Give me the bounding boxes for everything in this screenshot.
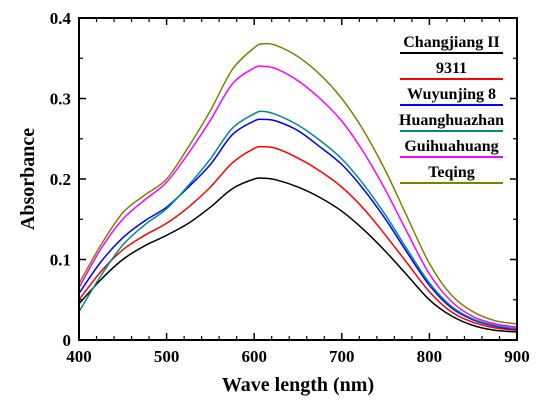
legend: Changjiang II 9311 Wuyunjing 8 Huanghuazhan… (399, 34, 504, 184)
series-line-wuyunjing-8 (78, 118, 518, 331)
legend-label: Guihuahuang (404, 138, 498, 155)
y-tick-label: 0.1 (50, 251, 71, 270)
legend-label: Huanghuazhan (399, 112, 504, 129)
x-tick-label: 600 (241, 347, 267, 366)
series-lines (78, 42, 518, 333)
x-tick-label: 500 (154, 347, 180, 366)
series-line-guihuahuang (78, 65, 518, 328)
x-tick-label: 800 (417, 347, 443, 366)
y-tick-label: 0.2 (50, 170, 71, 189)
y-tick-label: 0.3 (50, 90, 71, 109)
x-tick-label: 700 (329, 347, 355, 366)
series-line-9311 (78, 145, 518, 332)
y-axis: 0 0.1 0.2 0.3 0.4 (50, 9, 517, 350)
series-line-changjiang-ii (78, 177, 518, 333)
x-axis-title: Wave length (nm) (222, 374, 374, 396)
legend-label: Wuyunjing 8 (407, 86, 496, 103)
y-axis-title: Absorbance (17, 128, 39, 230)
y-tick-label: 0.4 (50, 9, 72, 28)
legend-label: Changjiang II (403, 34, 499, 51)
y-tick-label: 0 (63, 331, 72, 350)
x-axis: 400 500 600 700 800 900 (66, 18, 530, 366)
legend-label: Teqing (428, 164, 475, 181)
x-tick-label: 400 (66, 347, 92, 366)
series-line-huanghuazhan (78, 110, 518, 330)
series-line-teqing (78, 42, 518, 325)
legend-label: 9311 (436, 60, 467, 77)
x-tick-label: 900 (504, 347, 530, 366)
